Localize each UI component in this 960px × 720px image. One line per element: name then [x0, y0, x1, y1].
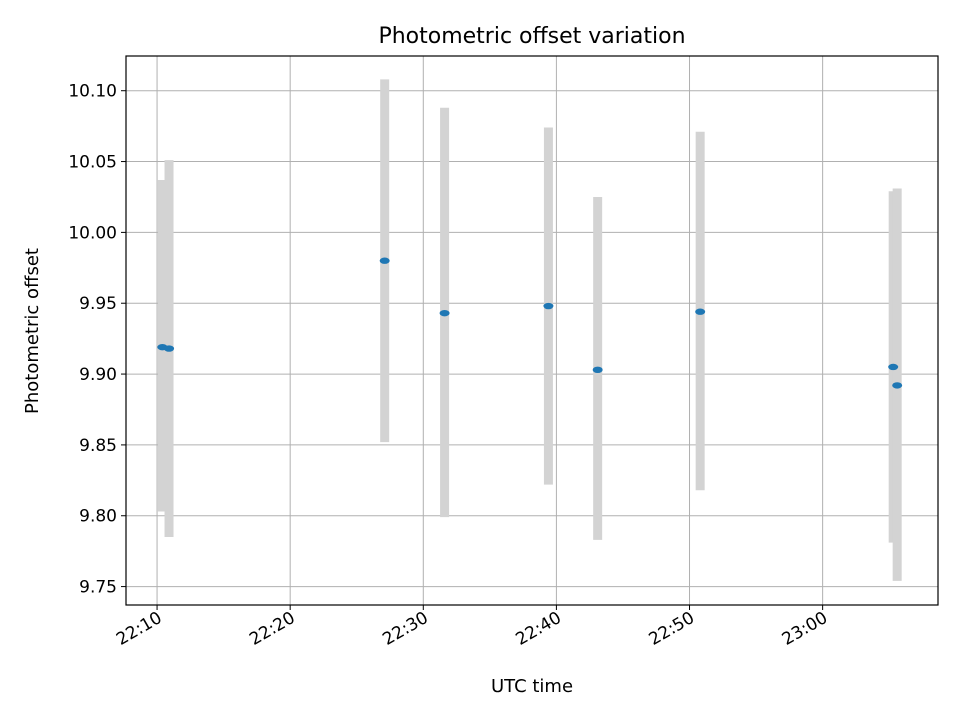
error-bars — [157, 79, 902, 581]
y-tick-label: 9.85 — [79, 436, 117, 456]
x-axis-ticks: 22:10 22:20 22:30 22:40 22:50 23:00 — [113, 605, 831, 650]
y-tick-label: 9.80 — [79, 507, 117, 527]
y-axis-label: Photometric offset — [22, 248, 43, 414]
data-point — [164, 345, 175, 352]
chart-title: Photometric offset variation — [378, 24, 685, 49]
data-point — [888, 363, 899, 371]
x-axis-label: UTC time — [491, 676, 573, 697]
data-point — [543, 302, 554, 310]
x-tick-label: 22:10 — [113, 608, 165, 650]
plot-area-frame — [125, 55, 939, 606]
data-points — [157, 257, 903, 389]
x-tick-label: 22:50 — [646, 608, 698, 650]
data-point — [592, 366, 603, 374]
x-tick-label: 22:40 — [512, 608, 564, 650]
data-point — [892, 382, 903, 389]
data-point — [439, 309, 450, 317]
x-tick-label: 22:30 — [379, 608, 431, 650]
y-tick-label: 9.75 — [79, 578, 117, 598]
y-tick-label: 10.00 — [68, 223, 117, 243]
grid — [126, 56, 938, 605]
data-point — [695, 308, 706, 315]
y-tick-label: 9.95 — [79, 294, 117, 314]
x-tick-label: 22:20 — [246, 608, 298, 650]
data-point — [379, 257, 390, 264]
y-tick-label: 10.05 — [68, 153, 117, 173]
y-axis-ticks: 9.75 9.80 9.85 9.90 9.95 10.00 10.05 10.10 — [68, 82, 126, 598]
y-tick-label: 9.90 — [79, 365, 117, 385]
y-tick-label: 10.10 — [68, 82, 117, 102]
x-tick-label: 23:00 — [779, 608, 831, 650]
